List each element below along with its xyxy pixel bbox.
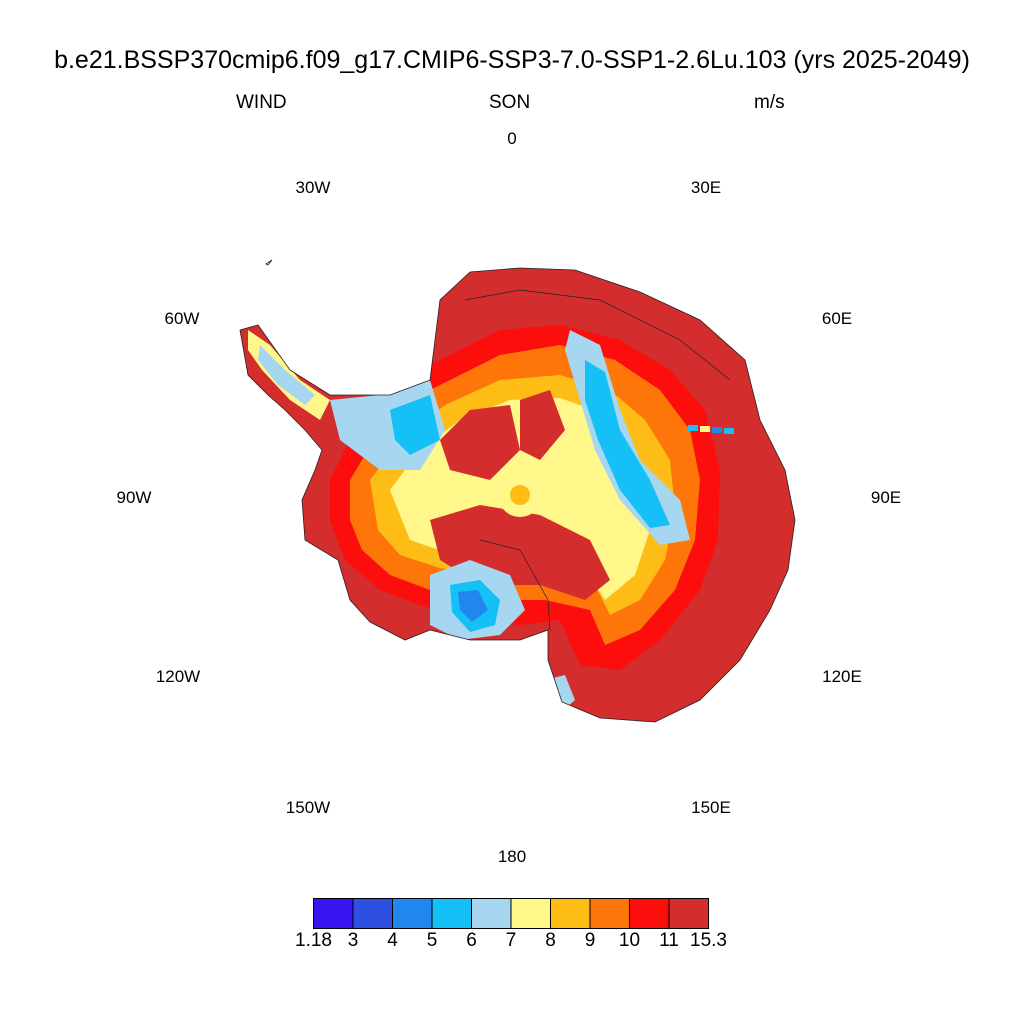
colorbar-box-7 [589,898,630,929]
colorbar-tick-label: 7 [505,930,517,951]
units-label: m/s [754,92,785,113]
lon-label-150w: 150W [285,798,331,817]
colorbar-tick-label: 4 [387,930,398,951]
lon-label-0: 0 [507,129,517,148]
colorbar-tick-label: 3 [347,930,359,951]
lon-label-150e: 150E [691,798,731,817]
colorbar-box-0 [313,898,354,929]
lon-label-60e: 60E [821,309,853,328]
colorbar-box-2 [392,898,433,929]
colorbar-tick-label: 5 [426,930,438,951]
lon-label-120w: 120W [155,667,201,686]
colorbar-box-8 [629,898,670,929]
colorbar-tick-label: 8 [545,930,556,951]
colorbar-box-5 [510,898,551,929]
lon-label-90e: 90E [870,488,902,507]
lon-label-30e: 30E [690,178,722,197]
colorbar-tick-label: 10 [618,930,641,951]
colorbar-tick-label: 15.3 [690,930,727,951]
colorbar-box-3 [431,898,472,929]
variable-label: WIND [236,92,287,113]
colorbar-box-6 [550,898,591,929]
colorbar-box-1 [352,898,393,929]
season-label: SON [489,92,531,113]
colorbar-tick-label: 1.18 [295,930,332,951]
wind-field [240,268,795,722]
lon-label-90w: 90W [116,488,152,507]
ross-shelf-line [479,539,551,631]
colorbar-box-9 [668,898,709,929]
coastal-streak [688,425,734,434]
island-outline [265,259,273,266]
colorbar-tick-label: 11 [659,930,679,951]
colorbar-tick-label: 9 [584,930,596,951]
lon-label-60w: 60W [164,309,200,328]
lon-label-120e: 120E [822,667,862,686]
colorbar-tick-label: 6 [466,930,477,951]
plot-title: b.e21.BSSP370cmip6.f09_g17.CMIP6-SSP3-7.… [54,46,970,74]
coastline [239,267,796,723]
lon-label-30w: 30W [295,178,331,197]
colorbar [313,898,709,929]
lon-label-180: 180 [497,847,527,866]
colorbar-box-4 [471,898,512,929]
ice-shelf-line [464,289,731,381]
